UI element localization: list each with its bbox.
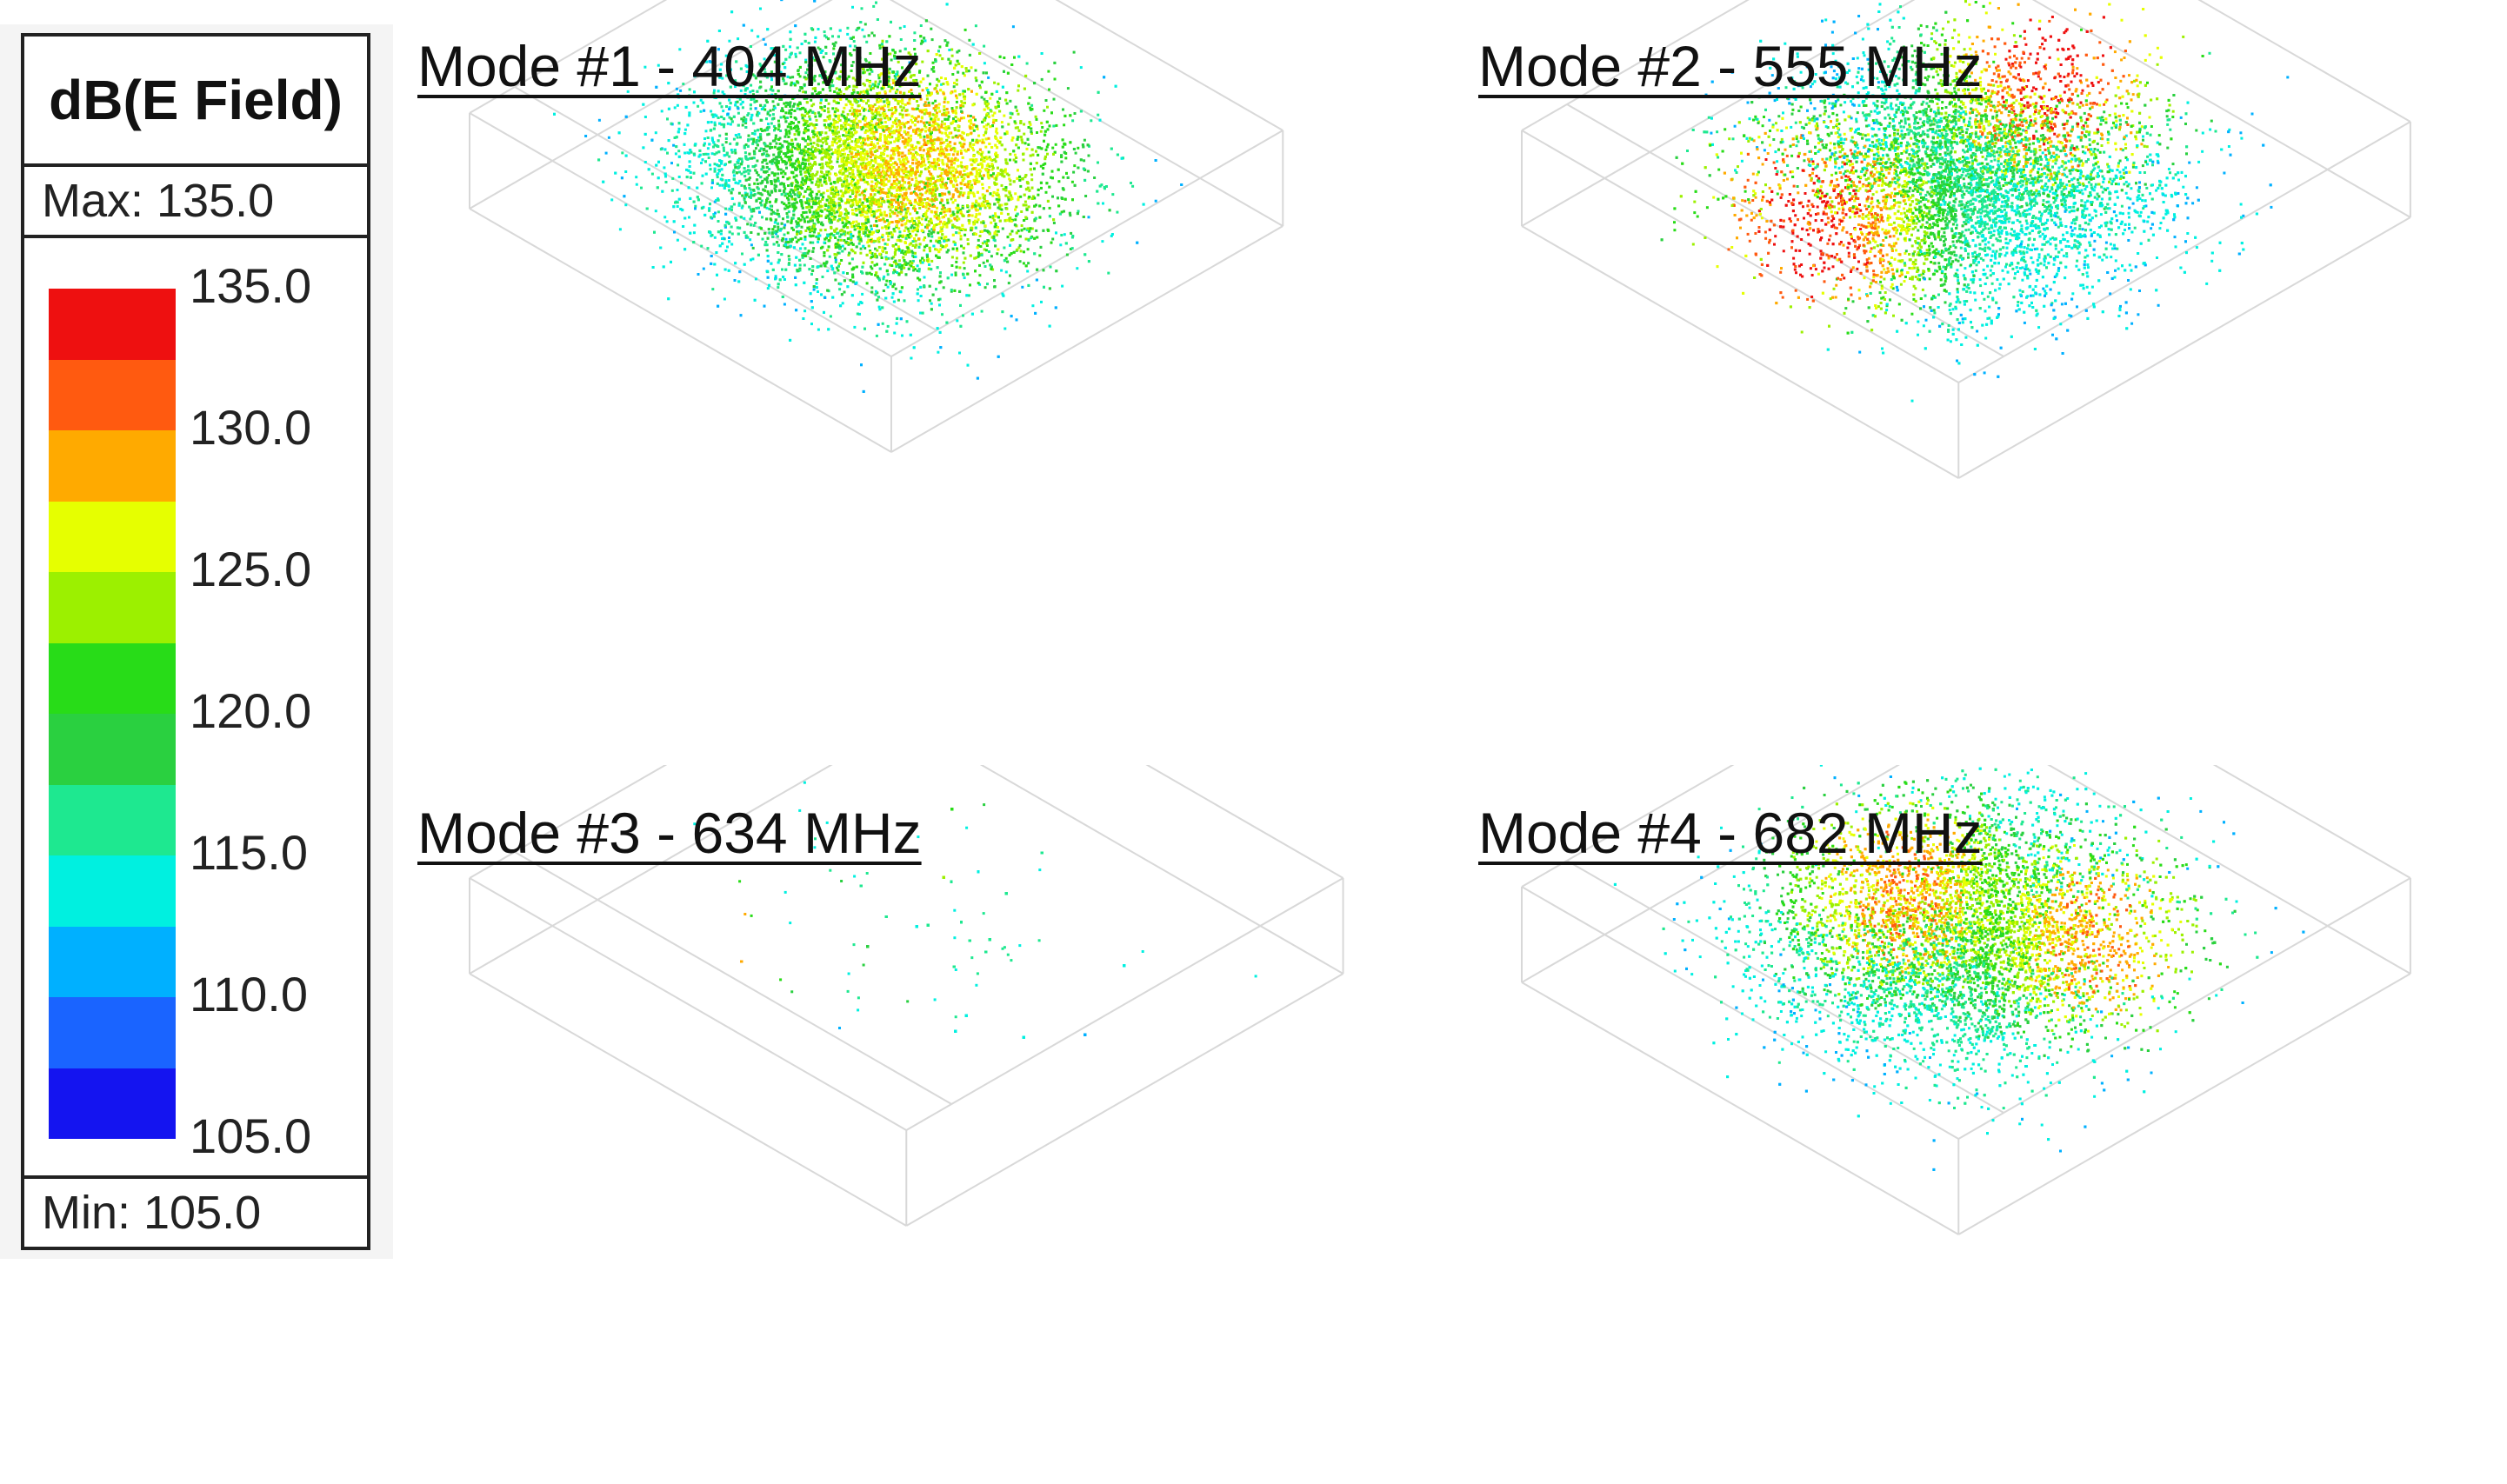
cavity-wireframe	[1521, 0, 2411, 479]
e-field-point-cloud	[1660, 0, 2290, 403]
field-plot-4	[1521, 765, 2411, 1235]
cavity-wireframe	[469, 765, 1344, 1227]
legend-swatch	[49, 430, 176, 502]
color-legend: dB(E Field) Max: 135.0 135.0 130.0 125.0 12…	[0, 24, 393, 1259]
legend-tick-label: 110.0	[190, 966, 308, 1022]
field-plot-3	[469, 765, 1344, 1227]
cavity-wireframe	[469, 0, 1284, 453]
legend-title: dB(E Field)	[24, 37, 367, 167]
legend-max-label: Max: 135.0	[24, 167, 367, 238]
legend-tick-label: 130.0	[190, 399, 311, 456]
mode-panel-2: Mode #2 - 555 MHz	[1470, 0, 2496, 765]
legend-tick-label: 125.0	[190, 541, 311, 597]
legend-tick-label: 120.0	[190, 682, 311, 739]
field-plot-2	[1521, 0, 2411, 479]
e-field-point-cloud	[693, 781, 1257, 1039]
legend-swatch	[49, 997, 176, 1068]
mode-title-4: Mode #4 - 682 MHz	[1478, 800, 1983, 866]
legend-swatch	[49, 572, 176, 643]
legend-swatch	[49, 289, 176, 360]
legend-swatch	[49, 359, 176, 430]
legend-swatch	[49, 1068, 176, 1139]
e-field-point-cloud	[1613, 765, 2305, 1171]
mode-title-3: Mode #3 - 634 MHz	[417, 800, 922, 866]
legend-swatch	[49, 714, 176, 785]
mode-title-1: Mode #1 - 404 MHz	[417, 33, 922, 99]
mode-panel-4: Mode #4 - 682 MHz	[1470, 765, 2496, 1484]
legend-swatch	[49, 501, 176, 572]
legend-box: dB(E Field) Max: 135.0 135.0 130.0 125.0 12…	[21, 33, 370, 1250]
legend-swatch	[49, 926, 176, 997]
mode-panel-3: Mode #3 - 634 MHz	[417, 765, 1444, 1484]
field-plot-1	[469, 0, 1284, 453]
e-field-point-cloud	[553, 0, 1183, 393]
mode-panel-1: Mode #1 - 404 MHz	[417, 0, 1444, 730]
cavity-wireframe	[1521, 765, 2411, 1235]
legend-swatch	[49, 784, 176, 855]
legend-tick-label: 135.0	[190, 257, 311, 314]
mode-title-2: Mode #2 - 555 MHz	[1478, 33, 1983, 99]
legend-min-label: Min: 105.0	[24, 1175, 367, 1247]
legend-tick-label: 115.0	[190, 824, 308, 881]
legend-swatch	[49, 855, 176, 927]
legend-swatch	[49, 642, 176, 714]
legend-tick-label: 105.0	[190, 1108, 311, 1164]
color-scale	[49, 289, 176, 1139]
